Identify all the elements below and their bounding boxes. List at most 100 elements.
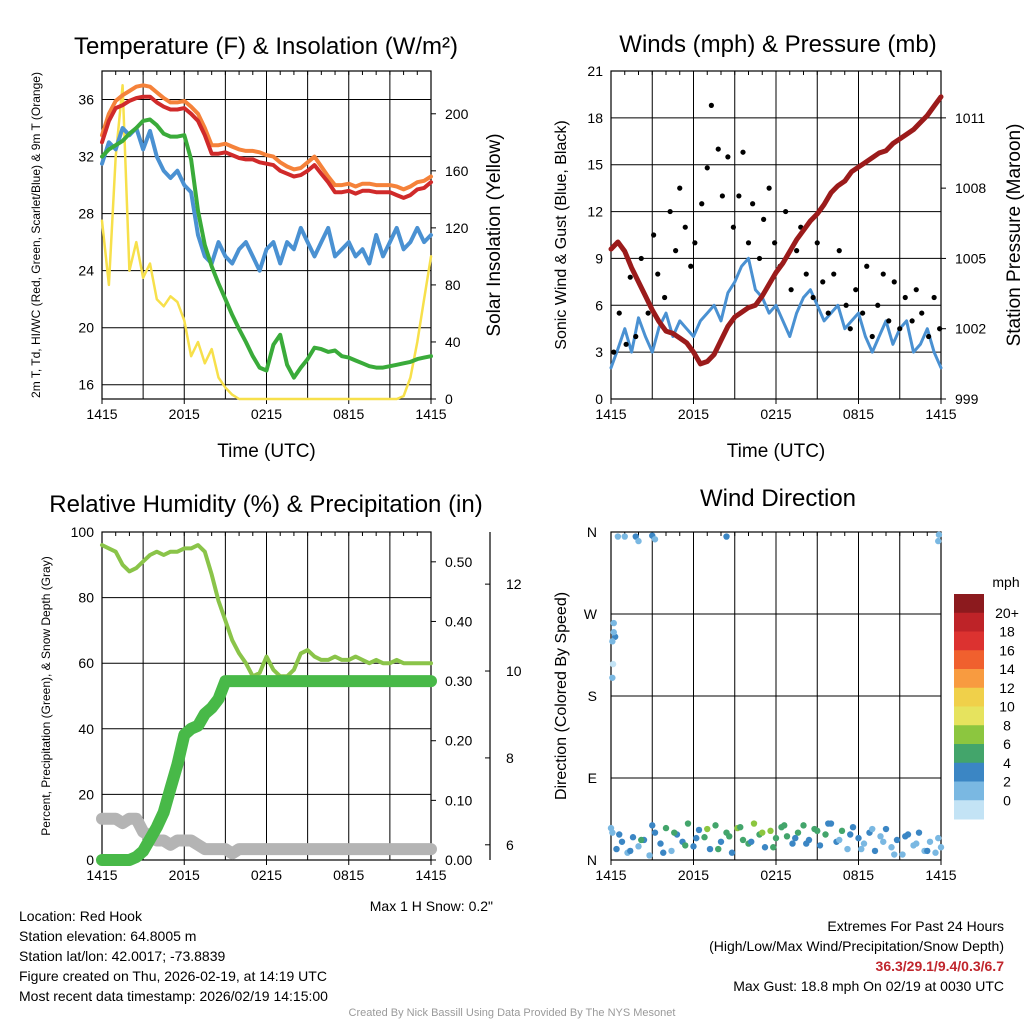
extremes-values: 36.3/29.1/9.4/0.3/6.7: [875, 958, 1004, 974]
winddir-point: [783, 833, 791, 840]
station-latlon: Station lat/lon: 42.0017; -73.8839: [19, 948, 226, 964]
winddir-point: [926, 838, 934, 845]
temp-ylabel: 2m T, Td, HI/WC (Red, Green, Scarlet/Blu…: [29, 72, 43, 398]
colorbar-swatch: [954, 781, 984, 801]
winddir-point: [822, 831, 829, 838]
winds-y2tick-label: 1005: [955, 250, 986, 266]
winddir-point: [838, 827, 846, 835]
winddir-point: [609, 638, 616, 645]
winddir-point: [638, 836, 645, 844]
colorbar-title: mph: [992, 574, 1019, 590]
rh-title: Relative Humidity (%) & Precipitation (i…: [49, 491, 482, 518]
rh-series-snow-depth: [96, 812, 437, 860]
rh-y3tick-label: 6: [506, 837, 514, 853]
winddir-point: [660, 849, 667, 856]
winds-gust-point: [692, 240, 698, 246]
colorbar-label: 16: [999, 642, 1015, 658]
winddir-point: [739, 836, 747, 844]
winds-gust-point: [783, 208, 789, 215]
rh-y2tick-label: 0.20: [445, 733, 472, 749]
rh-series-humidity: [100, 543, 433, 679]
winddir-point: [767, 827, 774, 835]
winddir-point: [858, 845, 865, 853]
winddir-point: [717, 838, 725, 845]
colorbar-label: 0: [1003, 792, 1011, 808]
winddir-point: [723, 533, 730, 540]
winds-gust-point: [736, 193, 742, 199]
winds-gust-point: [745, 240, 752, 246]
winds-ytick-label: 6: [595, 297, 603, 313]
winds-gust-point: [836, 248, 842, 254]
winddir-point: [814, 827, 821, 835]
winds-gust-point: [875, 302, 881, 308]
temp-xtick-label: 2015: [169, 406, 200, 422]
temp-y2tick-label: 0: [445, 391, 453, 407]
winddir-point: [682, 842, 689, 849]
winddir-point: [849, 824, 857, 831]
winds-gust-point: [645, 310, 651, 316]
winddir-point: [684, 820, 692, 827]
winds-gust-point: [740, 149, 746, 155]
winddir-point: [932, 849, 939, 856]
winddir-point: [855, 834, 862, 842]
temp-y2tick-label: 200: [445, 106, 469, 122]
winds-y2label: Station Pressure (Maroon): [1004, 124, 1024, 347]
temp-y2tick-label: 120: [445, 220, 469, 236]
colorbar-label: 18: [999, 624, 1015, 640]
temp-series-2m-t: [100, 94, 433, 200]
extremes-block: Extremes For Past 24 Hours (High/Low/Max…: [709, 916, 1004, 996]
rh-y3tick-label: 10: [506, 663, 522, 679]
winddir-point: [610, 619, 617, 627]
winddir-xtick-label: 1415: [595, 867, 626, 883]
winddir-point: [614, 533, 622, 540]
winds-gust-point: [860, 310, 866, 316]
rh-y2tick-label: 0.00: [445, 852, 472, 868]
winddir-point: [618, 838, 626, 845]
extremes-title: Extremes For Past 24 Hours: [827, 918, 1004, 934]
winddir-point: [629, 834, 637, 841]
rh-ytick-label: 0: [86, 852, 94, 868]
winddir-ytick-label: N: [587, 524, 597, 540]
winddir-point: [860, 840, 868, 847]
winds-gust-point: [880, 271, 886, 277]
colorbar-label: 14: [999, 661, 1015, 677]
winds-gust-point: [633, 333, 639, 340]
winddir-point: [891, 851, 898, 858]
winds-gust-point: [651, 232, 657, 238]
winddir-xtick-label: 0815: [843, 867, 874, 883]
winddir-point: [902, 833, 909, 840]
winddir-point: [937, 844, 945, 851]
winds-gust-point: [803, 271, 809, 277]
winddir-point: [915, 829, 923, 836]
winds-gust-point: [869, 333, 875, 340]
winddir-colorbar: mph 20+ 18 16 14 12 10 8 6 4 2 0: [954, 574, 1020, 820]
winddir-point: [893, 836, 901, 844]
rh-ytick-label: 100: [71, 524, 95, 540]
winddir-point: [816, 842, 824, 849]
temp-y2tick-label: 160: [445, 163, 469, 179]
winds-gust-point: [864, 263, 870, 269]
winds-title: Winds (mph) & Pressure (mb): [619, 31, 936, 58]
winddir-point: [609, 660, 617, 668]
winds-gust-point: [847, 326, 853, 332]
winddir-point: [825, 820, 832, 827]
winds-gust-point: [926, 333, 932, 340]
winddir-point: [770, 844, 777, 851]
rh-ytick-label: 40: [78, 721, 94, 737]
winds-gust-point: [667, 208, 673, 215]
winds-gust-point: [902, 294, 908, 301]
winddir-xtick-label: 0215: [760, 867, 791, 883]
winds-y2tick-label: 1011: [955, 110, 985, 126]
rh-ytick-label: 20: [78, 786, 94, 802]
data-timestamp: Most recent data timestamp: 2026/02/19 1…: [19, 988, 328, 1004]
winds-gust-point: [909, 318, 915, 324]
winddir-point: [712, 822, 719, 829]
winddir-ytick-label: W: [584, 606, 598, 622]
winddir-panel: 1415 2015 0215 0815 1415 Wind Direction N E S W N D…: [553, 485, 1020, 883]
winddir-point: [613, 845, 620, 853]
winddir-point: [726, 833, 733, 840]
winddir-ytick-label: E: [588, 770, 597, 786]
winddir-point: [913, 840, 920, 847]
winddir-point: [627, 847, 634, 855]
winddir-point: [847, 831, 854, 838]
